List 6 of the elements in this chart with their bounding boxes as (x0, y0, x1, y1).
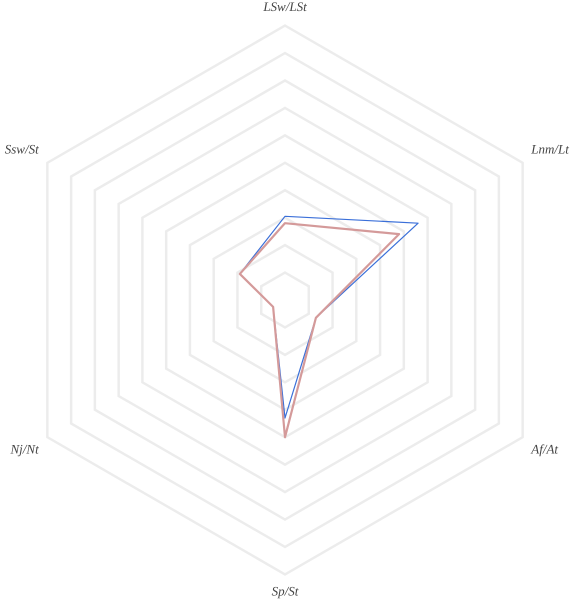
spoke-label: Ssw/St (4, 141, 40, 156)
spoke-label: Sp/St (272, 584, 299, 599)
spoke-label: Lnm/Lt (530, 141, 570, 156)
spoke-label: LSw/LSt (262, 0, 308, 14)
spoke-label: Nj/Nt (10, 441, 40, 456)
spoke-label: Af/At (530, 441, 558, 456)
